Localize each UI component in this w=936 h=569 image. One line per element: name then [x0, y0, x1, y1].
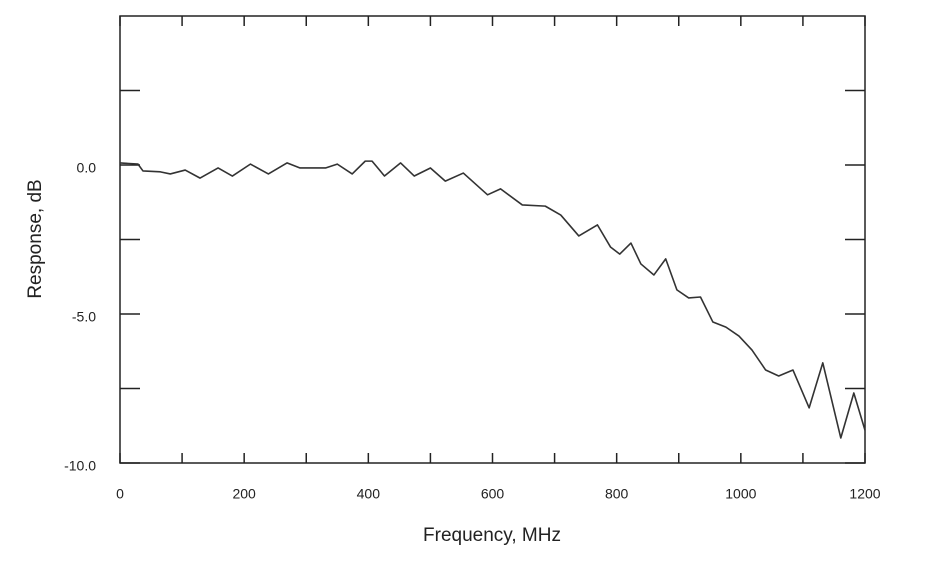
x-tick-label: 400 — [357, 486, 381, 502]
x-axis-title: Frequency, MHz — [423, 525, 561, 546]
data-line — [119, 160, 866, 439]
x-tick-label: 800 — [605, 486, 629, 502]
y-tick-label: -10.0 — [64, 458, 96, 474]
y-axis-title: Response, dB — [25, 179, 46, 298]
x-tick-label: 600 — [481, 486, 505, 502]
x-tick-label: 200 — [232, 486, 256, 502]
y-tick-label: 0.0 — [77, 160, 97, 176]
x-tick-label: 1000 — [725, 486, 756, 502]
x-tick-label: 0 — [116, 486, 124, 502]
plot-frame — [119, 15, 866, 464]
y-tick-label: -5.0 — [72, 309, 96, 325]
x-tick-label: 1200 — [849, 486, 880, 502]
